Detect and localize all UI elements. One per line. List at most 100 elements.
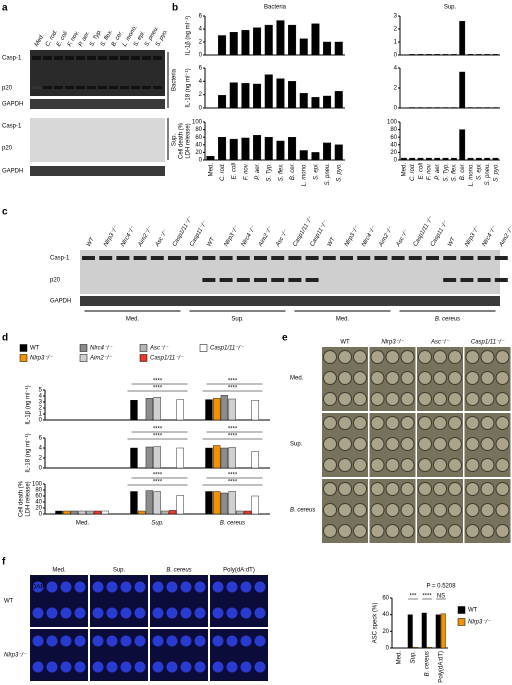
cell xyxy=(385,458,400,472)
bar xyxy=(440,613,446,649)
bar xyxy=(323,95,332,109)
bar xyxy=(251,451,259,469)
bar xyxy=(229,82,238,109)
cell xyxy=(323,371,337,385)
bar xyxy=(426,646,432,649)
row-label: Med. xyxy=(290,376,304,382)
legend-swatch xyxy=(199,344,208,352)
lane-label: Casp11⁻/⁻ xyxy=(430,220,450,248)
y-tick-label: 4 xyxy=(394,66,398,72)
cell xyxy=(448,437,462,451)
bar xyxy=(130,400,138,421)
x-tick-label: F. nov. xyxy=(243,163,249,180)
band xyxy=(98,86,107,89)
nucleus xyxy=(194,607,206,619)
band xyxy=(288,278,302,282)
y-tick-label: 2 xyxy=(394,27,398,33)
blot xyxy=(30,99,165,109)
cell xyxy=(338,416,352,430)
x-tick-label: P. aer. xyxy=(435,163,441,180)
x-tick-label: Poly(dA:dT) xyxy=(439,651,445,683)
cell xyxy=(465,437,480,451)
cell xyxy=(323,482,337,496)
bar xyxy=(253,83,262,109)
band xyxy=(142,86,151,89)
cell xyxy=(370,503,385,517)
x-tick-label: S. epi. xyxy=(477,163,483,180)
band xyxy=(43,86,52,89)
y-tick-label: 0 xyxy=(199,53,203,59)
bar xyxy=(434,54,441,56)
bar xyxy=(288,81,297,109)
nucleus xyxy=(106,635,118,647)
legend-label: Casp1/11⁻/⁻ xyxy=(210,346,244,352)
nucleus xyxy=(106,607,118,619)
cell xyxy=(338,503,352,517)
bar xyxy=(78,510,86,515)
band xyxy=(109,56,118,60)
bar xyxy=(253,135,262,161)
cell xyxy=(385,350,400,364)
row-label: WT xyxy=(4,599,14,605)
cell xyxy=(465,392,480,406)
bar xyxy=(206,155,215,161)
bar xyxy=(299,150,308,161)
nucleus xyxy=(74,607,86,619)
cell xyxy=(433,503,447,517)
annotation: **** xyxy=(228,473,238,479)
panel-label: d xyxy=(2,333,8,344)
bar xyxy=(417,157,424,161)
cell xyxy=(495,416,510,430)
band xyxy=(374,256,388,260)
cell xyxy=(433,371,447,385)
cell xyxy=(480,350,495,364)
y-tick-label: 0 xyxy=(199,106,203,112)
x-tick-label: E. coli xyxy=(418,162,424,179)
row-label: Casp-1 xyxy=(2,124,22,130)
bar xyxy=(459,129,466,161)
cell xyxy=(338,482,352,496)
annotation: **** xyxy=(228,427,238,433)
bar xyxy=(459,71,466,109)
nucleus xyxy=(120,635,132,647)
bar xyxy=(218,95,227,109)
nucleus xyxy=(60,607,72,619)
bar xyxy=(425,54,432,56)
legend-swatch xyxy=(457,618,466,626)
band xyxy=(460,256,474,260)
y-tick-label: 2 xyxy=(394,86,398,92)
bar xyxy=(450,107,457,109)
band xyxy=(460,278,474,282)
band xyxy=(494,278,508,282)
bar xyxy=(251,495,259,515)
cell xyxy=(495,482,510,496)
x-tick-label: S. flex. xyxy=(452,163,458,181)
bar xyxy=(492,54,499,56)
cell xyxy=(323,416,337,430)
bar xyxy=(228,447,236,469)
bar xyxy=(220,447,229,469)
band xyxy=(76,56,85,60)
nucleus xyxy=(212,607,224,619)
x-tick-label: Med. xyxy=(76,521,90,527)
nucleus xyxy=(240,581,252,593)
bar xyxy=(409,54,416,56)
row-label: p20 xyxy=(2,146,13,152)
x-tick-label: S. flex. xyxy=(278,163,284,181)
nucleus xyxy=(194,661,206,673)
cell xyxy=(370,437,385,451)
legend-label: Casp1/11⁻/⁻ xyxy=(150,356,184,362)
band xyxy=(87,56,96,60)
nucleus xyxy=(254,661,266,673)
cell xyxy=(448,371,462,385)
band xyxy=(153,56,162,60)
lane-label: Nlrc4⁻/⁻ xyxy=(120,225,137,248)
band xyxy=(322,256,336,260)
nucleus xyxy=(120,661,132,673)
cell xyxy=(495,371,510,385)
bar xyxy=(334,91,343,109)
stain-label: ASC xyxy=(32,578,45,584)
bar xyxy=(484,107,491,109)
bar xyxy=(176,447,184,469)
